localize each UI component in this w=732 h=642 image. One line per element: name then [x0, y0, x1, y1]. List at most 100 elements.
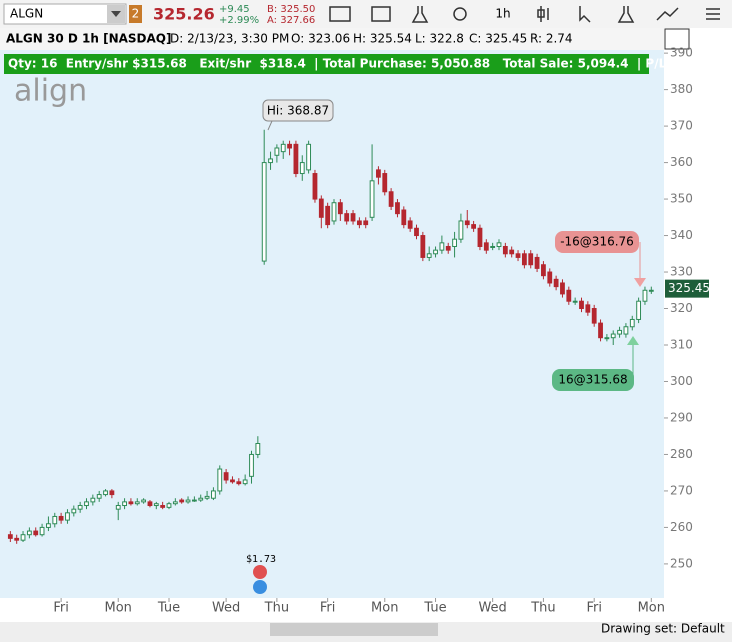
- candle-body: [433, 249, 438, 255]
- candle-body: [515, 253, 521, 258]
- candle-body: [521, 253, 527, 266]
- logo: align: [14, 74, 87, 109]
- candle-body: [598, 322, 603, 339]
- high-pointer: [267, 120, 273, 131]
- scrollbar[interactable]: [270, 623, 438, 636]
- header-row: [0, 28, 664, 50]
- high-label: Hi: 368.87: [267, 104, 329, 118]
- toolbar-icons: [329, 6, 720, 23]
- x-tick-label: Mon: [371, 601, 398, 616]
- y-tick-label: 290: [670, 410, 693, 424]
- candle-body: [7, 534, 13, 539]
- candle-body: [236, 481, 242, 485]
- x-tick-label: Thu: [530, 601, 555, 616]
- candle-body: [280, 143, 286, 153]
- candle-body: [211, 490, 216, 499]
- y-tick-label: 360: [670, 155, 693, 169]
- candle-body: [71, 508, 77, 514]
- y-tick-label: 340: [670, 228, 693, 242]
- candle-body: [306, 143, 312, 171]
- share-icon[interactable]: [329, 6, 351, 22]
- candle-body: [528, 253, 534, 266]
- candle-body: [414, 227, 419, 237]
- header-low: L: 322.8: [415, 32, 464, 46]
- candle-body: [172, 501, 178, 505]
- candle-body: [604, 337, 610, 340]
- candle-body: [39, 526, 45, 536]
- candle-body: [268, 158, 273, 164]
- candle-body: [153, 503, 159, 507]
- buy-arrow: [627, 336, 639, 345]
- candle-body: [490, 245, 496, 248]
- candle-body: [103, 490, 108, 496]
- candle-body: [439, 242, 445, 251]
- x-tick-label: Fri: [586, 601, 602, 616]
- plot: [7, 129, 654, 544]
- candle-body: [242, 479, 248, 485]
- buy-label: 16@315.68: [558, 373, 627, 387]
- candle-body: [293, 143, 299, 175]
- candle-body: [623, 326, 629, 335]
- flask-icon-2[interactable]: [617, 6, 635, 23]
- candle-body: [191, 499, 197, 502]
- link-box[interactable]: [129, 5, 142, 23]
- earnings-icon: [253, 580, 267, 594]
- candle-body: [509, 249, 515, 255]
- candle-body: [407, 220, 413, 229]
- x-tick-label: Wed: [212, 601, 240, 616]
- candle-body: [179, 499, 185, 503]
- header: ALGN 30 D 1h [NASDAQ] D: 2/13/23, 3:30 P…: [6, 32, 573, 46]
- candle-body: [147, 501, 153, 507]
- candle-body: [58, 515, 64, 521]
- candle-body: [96, 494, 102, 499]
- candle-body: [356, 220, 362, 226]
- drawing-set[interactable]: Drawing set: Default: [601, 622, 725, 636]
- candle-body: [560, 282, 565, 295]
- candle-body: [420, 235, 426, 258]
- ask: A: 327.66: [267, 15, 315, 26]
- candle-body: [566, 289, 572, 302]
- candle-body: [249, 453, 254, 477]
- y-tick-label: 300: [670, 374, 693, 388]
- last-price-label: 325.45: [668, 281, 710, 295]
- candle-body: [553, 278, 559, 288]
- x-tick-label: Mon: [105, 601, 132, 616]
- y-tick-label: 320: [670, 301, 693, 315]
- candle-body: [547, 271, 553, 284]
- gear-icon[interactable]: [453, 7, 467, 21]
- candle-body: [223, 472, 229, 481]
- candle-body: [579, 300, 584, 310]
- candle-body: [591, 308, 597, 324]
- draw-tool[interactable]: [664, 28, 690, 50]
- candle-body: [160, 505, 166, 508]
- y-tick-label: 310: [670, 337, 693, 351]
- flask-icon[interactable]: [411, 6, 429, 23]
- candle-body: [185, 499, 191, 503]
- candle-body: [496, 242, 502, 247]
- candle-body: [230, 479, 235, 483]
- menu-icon[interactable]: [706, 8, 720, 20]
- draw-icon[interactable]: [656, 7, 679, 21]
- candle-body: [629, 318, 635, 328]
- cursor-icon[interactable]: [579, 6, 591, 23]
- candle-body: [14, 537, 20, 541]
- candle-body: [26, 530, 32, 536]
- change-pct: +2.99%: [219, 15, 259, 26]
- candle-body: [255, 443, 261, 455]
- dropdown-arrow: [111, 11, 121, 17]
- symbol-box[interactable]: [3, 3, 127, 25]
- header-date: D: 2/13/23, 3:30 PM: [170, 32, 289, 46]
- interval[interactable]: 1h: [495, 7, 510, 21]
- x-tick-label: Fri: [53, 601, 69, 616]
- candle-body: [52, 515, 58, 525]
- candle-body: [90, 497, 96, 503]
- studies-icon[interactable]: [371, 6, 391, 22]
- chart-type-icon[interactable]: [537, 6, 549, 22]
- last-price-box: [665, 279, 709, 298]
- x-tick-label: Mon: [638, 601, 665, 616]
- y-tick-label: 270: [670, 483, 693, 497]
- header-range: R: 2.74: [530, 32, 573, 46]
- candle-body: [363, 220, 369, 226]
